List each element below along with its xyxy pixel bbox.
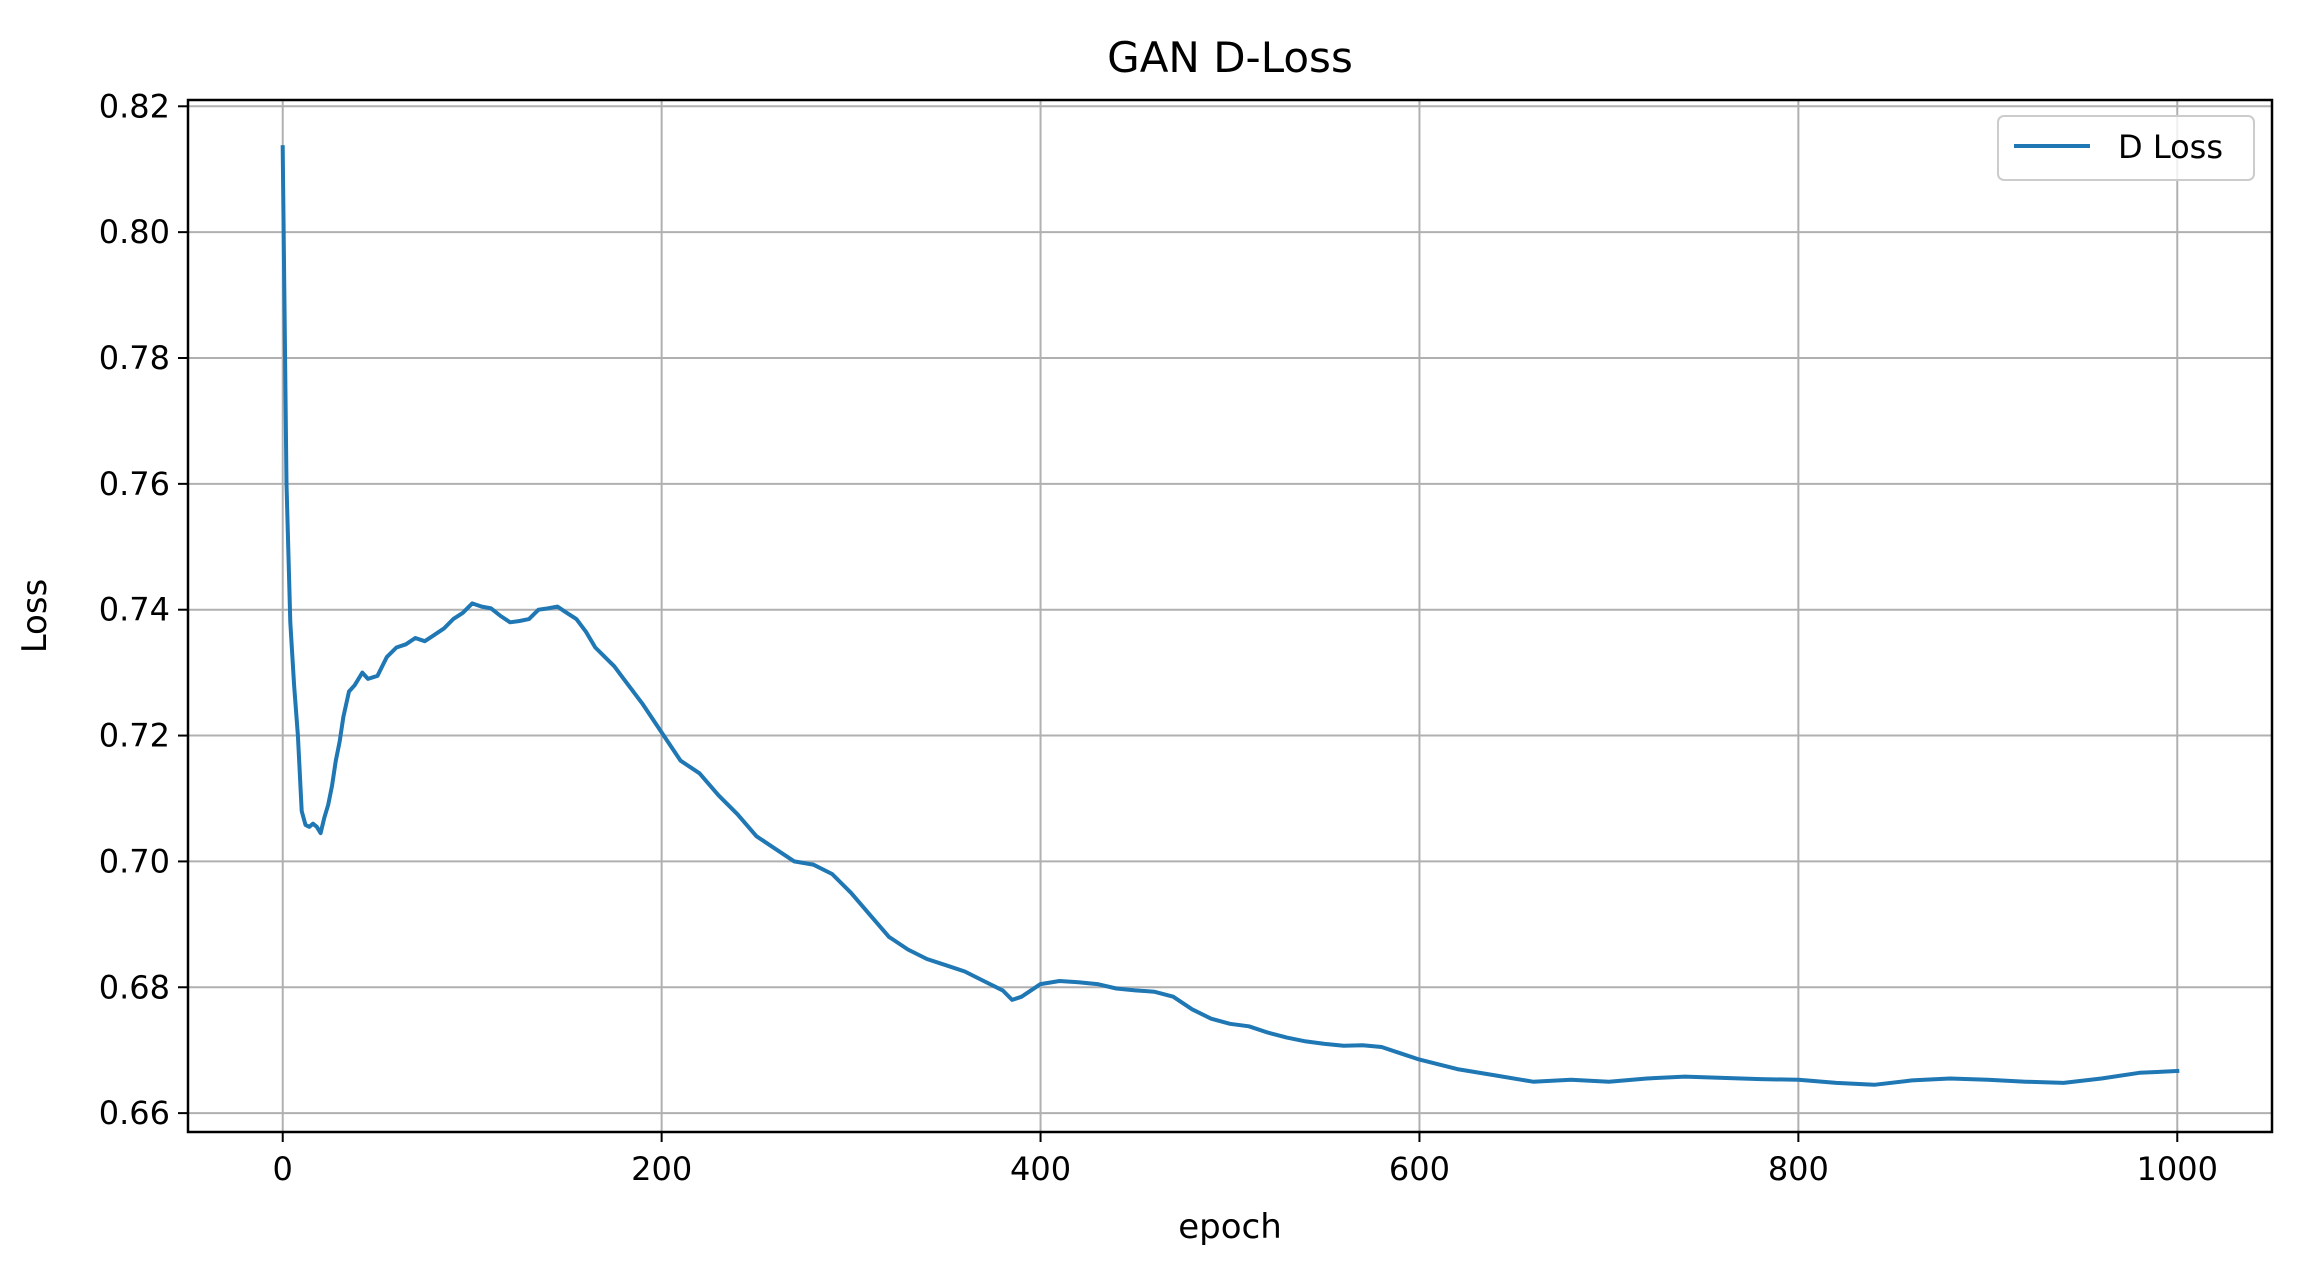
chart-title: GAN D-Loss [1107,33,1353,82]
y-tick-label: 0.66 [99,1094,170,1132]
legend-label-d-loss: D Loss [2118,128,2223,166]
y-tick-label: 0.72 [99,717,170,755]
x-tick-label: 800 [1768,1150,1829,1188]
x-tick-label: 1000 [2137,1150,2218,1188]
y-tick-label: 0.76 [99,465,170,503]
axis-ticks: 0 200 400 600 800 1000 0.66 0.68 0.70 0.72 0.74 0.7… [99,87,2218,1188]
y-tick-label: 0.68 [99,968,170,1006]
x-tick-label: 600 [1389,1150,1450,1188]
x-tick-label: 200 [631,1150,692,1188]
y-tick-label: 0.78 [99,339,170,377]
x-axis-label: epoch [1178,1207,1282,1247]
y-tick-label: 0.80 [99,213,170,251]
series-line-d-loss [280,145,2180,1087]
legend: D Loss [1997,115,2255,181]
series-layer [280,145,2180,1087]
x-tick-label: 0 [273,1150,293,1188]
y-tick-label: 0.74 [99,591,170,629]
plot-frame [186,98,2274,1134]
x-tick-label: 400 [1010,1150,1071,1188]
y-axis-label: Loss [15,579,55,654]
y-tick-label: 0.82 [99,87,170,125]
y-tick-label: 0.70 [99,842,170,880]
grid-lines [188,100,2272,1132]
legend-box [1997,115,2255,181]
